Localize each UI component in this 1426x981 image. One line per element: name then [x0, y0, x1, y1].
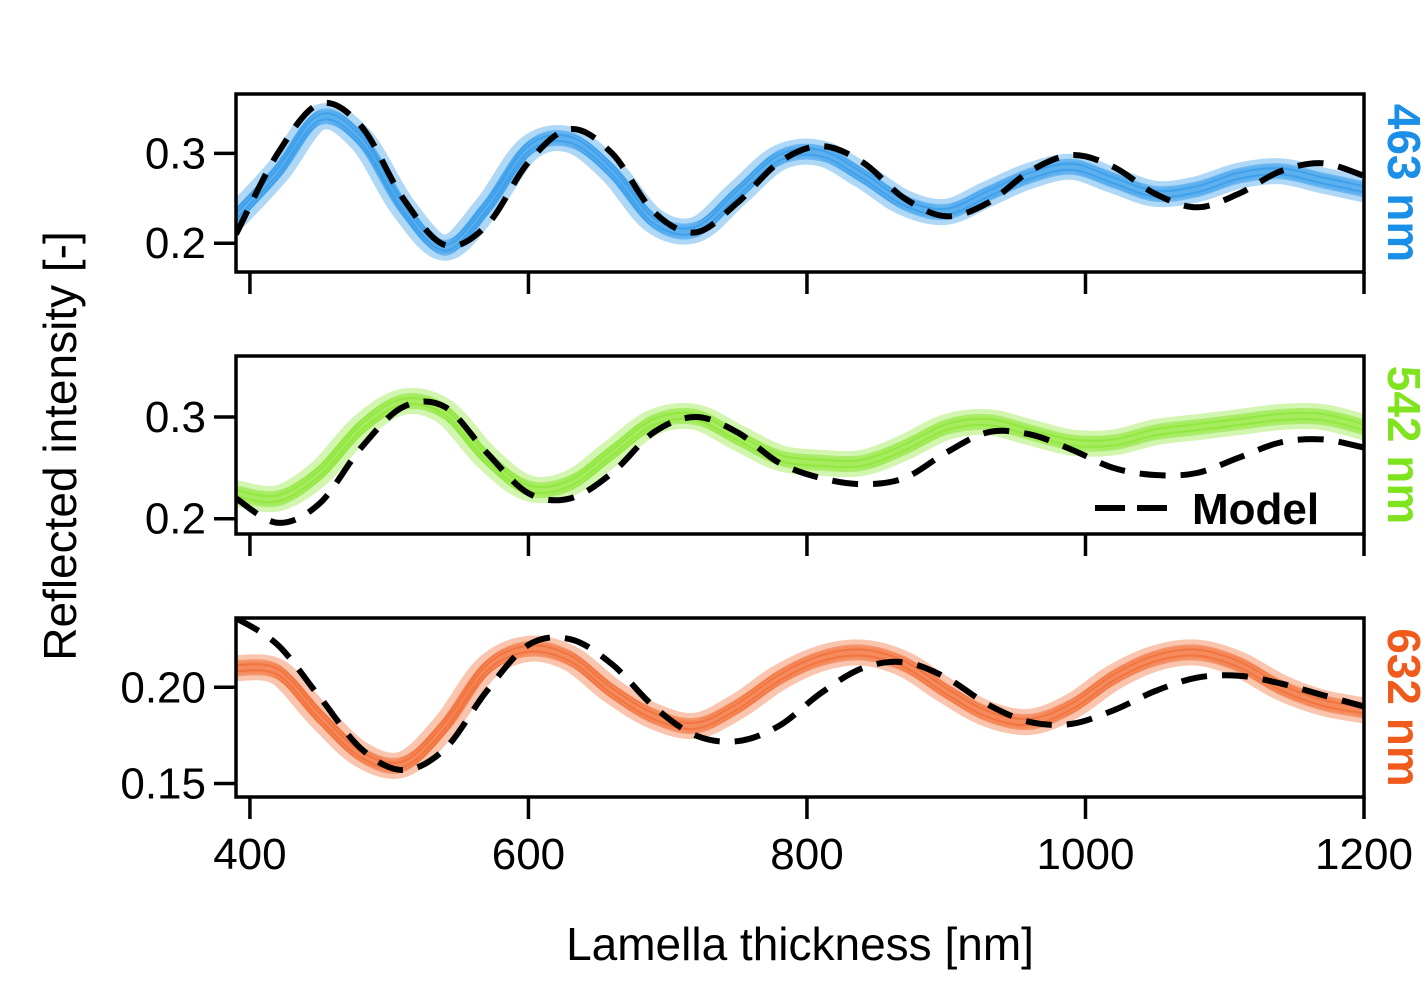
plot-area	[236, 387, 1364, 526]
wavelength-label: 542 nm	[1378, 366, 1426, 525]
measured-trace-1	[236, 392, 1364, 494]
panel-frame	[234, 354, 1366, 536]
y-tick-label: 0.3	[145, 129, 206, 178]
measured-trace-1	[236, 640, 1364, 760]
y-axis-title: Reflected intensity [-]	[34, 231, 86, 661]
measured-trace-3	[236, 650, 1364, 770]
plot-area	[236, 99, 1364, 261]
measured-core	[236, 642, 1364, 772]
measured-trace-4	[236, 654, 1364, 774]
panel-3: 0.15 0.20 632 nm	[120, 616, 1426, 819]
legend-model-label: Model	[1192, 485, 1319, 534]
model-line	[236, 618, 1364, 774]
panel-frame	[234, 92, 1366, 274]
measured-trace-3	[236, 402, 1364, 504]
y-tick-label: 0.2	[145, 495, 206, 544]
panel-2: 0.2 0.3 542 nm	[145, 354, 1426, 556]
y-tick-label: 0.20	[120, 663, 206, 712]
wavelength-label: 463 nm	[1378, 104, 1426, 263]
plot-area	[236, 618, 1364, 779]
x-tick-label: 800	[770, 830, 843, 879]
model-line	[236, 398, 1364, 526]
x-tick-label: 400	[213, 830, 286, 879]
x-axis-title: Lamella thickness [nm]	[566, 918, 1034, 970]
y-tick-label: 0.3	[145, 393, 206, 442]
y-tick-label: 0.2	[145, 219, 206, 268]
panel-1: 0.2 0.3 463 nm	[145, 92, 1426, 294]
panel-frame	[234, 616, 1366, 799]
x-tick-label: 1200	[1315, 830, 1413, 879]
measured-trace-2	[236, 112, 1364, 246]
legend: Model	[1095, 485, 1319, 534]
measured-trace-4	[236, 406, 1364, 508]
x-tick-label: 1000	[1037, 830, 1135, 879]
measured-trace-4	[236, 122, 1364, 256]
y-tick-label: 0.15	[120, 760, 206, 809]
measured-trace-1	[236, 108, 1364, 242]
measured-trace-2	[236, 644, 1364, 764]
model-line	[236, 99, 1364, 250]
x-tick-label: 600	[492, 830, 565, 879]
wavelength-label: 632 nm	[1378, 628, 1426, 787]
